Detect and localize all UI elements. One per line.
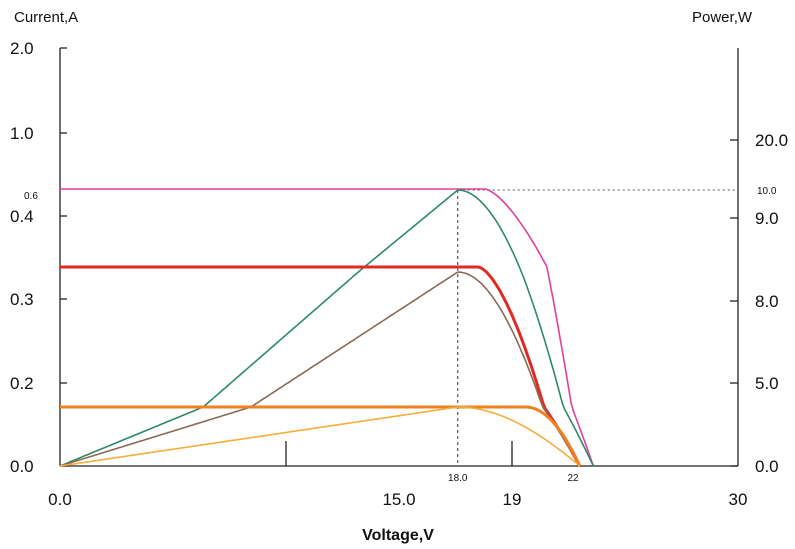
x-annotation-label: 22 bbox=[567, 473, 579, 484]
current-curve-0 bbox=[60, 188, 595, 467]
left-tick-label: 0.2 bbox=[10, 374, 34, 393]
right-axis-ticks: 20.0 9.0 8.0 5.0 0.0 10.0 bbox=[730, 131, 788, 476]
left-tick-label: 0.0 bbox=[10, 457, 34, 476]
x-annotation-label: 18.0 bbox=[448, 473, 468, 484]
left-axis-title: Current,A bbox=[14, 9, 78, 26]
x-axis-title: Voltage,V bbox=[362, 527, 434, 544]
right-tick-label: 20.0 bbox=[755, 131, 788, 150]
power-curve-3 bbox=[59, 271, 581, 467]
left-tick-label: 0.4 bbox=[10, 207, 34, 226]
right-annotation-label: 10.0 bbox=[757, 186, 777, 197]
left-annotation-label: 0.6 bbox=[24, 191, 38, 202]
left-tick-label: 2.0 bbox=[10, 39, 34, 58]
left-tick-label: 0.3 bbox=[10, 290, 34, 309]
x-tick-label: 0.0 bbox=[48, 490, 72, 509]
reference-lines bbox=[457, 189, 738, 466]
current-curve-4 bbox=[60, 405, 582, 467]
x-tick-label: 15.0 bbox=[382, 490, 415, 509]
right-tick-label: 0.0 bbox=[755, 457, 779, 476]
power-curve-5 bbox=[59, 406, 581, 467]
right-tick-label: 8.0 bbox=[755, 292, 779, 311]
right-axis-title: Power,W bbox=[692, 9, 753, 26]
right-tick-label: 5.0 bbox=[755, 374, 779, 393]
left-tick-label: 1.0 bbox=[10, 124, 34, 143]
x-tick-label: 30 bbox=[729, 490, 748, 509]
power-curve-1 bbox=[59, 189, 595, 467]
curve-series bbox=[59, 188, 595, 467]
right-tick-label: 9.0 bbox=[755, 209, 779, 228]
current-curve-2 bbox=[60, 265, 582, 467]
x-tick-label: 19 bbox=[503, 490, 522, 509]
left-axis-ticks: 2.0 1.0 0.4 0.3 0.2 0.0 0.6 bbox=[10, 39, 67, 476]
x-axis-ticks: 0.0 15.0 19 30 18.0 22 bbox=[48, 441, 747, 509]
